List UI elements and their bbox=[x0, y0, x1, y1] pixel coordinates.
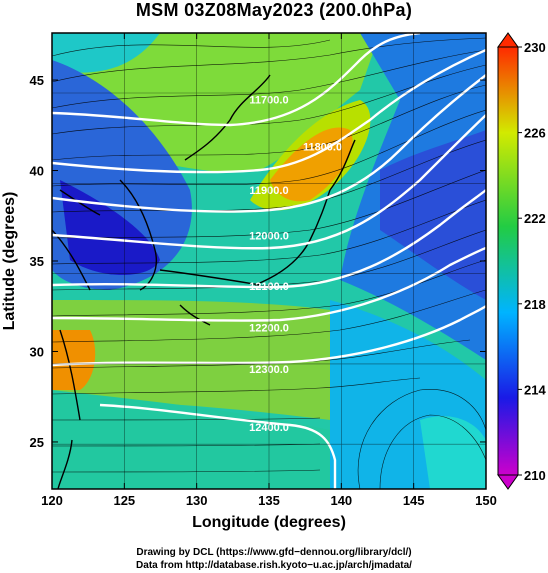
x-tick-label: 140 bbox=[330, 493, 352, 508]
y-tick-label: 25 bbox=[30, 435, 44, 450]
y-axis: 25 30 35 40 45 bbox=[30, 73, 486, 450]
colorbar-min-arrow bbox=[497, 474, 519, 490]
x-axis-label: Longitude (degrees) bbox=[192, 514, 346, 531]
x-axis: 120 125 130 135 140 145 150 bbox=[41, 33, 497, 508]
y-tick-label: 35 bbox=[30, 254, 44, 269]
graticule bbox=[52, 33, 486, 489]
colorbar-scale bbox=[497, 46, 519, 476]
colorbar-tick-label: 210 bbox=[524, 468, 546, 483]
wind-streamlines bbox=[52, 37, 486, 489]
x-tick-label: 125 bbox=[113, 493, 135, 508]
y-axis-label: Latitude (degrees) bbox=[1, 192, 18, 331]
y-tick-label: 45 bbox=[30, 73, 44, 88]
coastlines bbox=[52, 74, 356, 489]
x-tick-label: 145 bbox=[403, 493, 425, 508]
credit-data: Data from http://database.rish.kyoto−u.a… bbox=[136, 560, 412, 571]
x-tick-label: 120 bbox=[41, 493, 63, 508]
colorbar-max-arrow bbox=[497, 32, 519, 48]
y-tick-label: 30 bbox=[30, 344, 44, 359]
colorbar-ticks: 210 214 218 222 226 230 bbox=[518, 40, 546, 483]
contour-label: 11800.0 bbox=[303, 142, 342, 154]
x-tick-label: 130 bbox=[186, 493, 208, 508]
colorbar-tick-label: 218 bbox=[524, 297, 546, 312]
credit-drawing: Drawing by DCL (https://www.gfd−dennou.o… bbox=[136, 547, 412, 558]
x-tick-label: 135 bbox=[258, 493, 280, 508]
chart-title: MSM 03Z08May2023 (200.0hPa) bbox=[135, 0, 413, 20]
colorbar-tick-label: 214 bbox=[524, 382, 546, 397]
colorbar-tick-label: 226 bbox=[524, 126, 546, 141]
colorbar-tick-label: 230 bbox=[524, 40, 546, 55]
colorbar: 210 214 218 222 226 230 bbox=[497, 32, 546, 490]
y-tick-label: 40 bbox=[30, 164, 44, 179]
x-tick-label: 150 bbox=[475, 493, 497, 508]
colorbar-tick-label: 222 bbox=[524, 211, 546, 226]
